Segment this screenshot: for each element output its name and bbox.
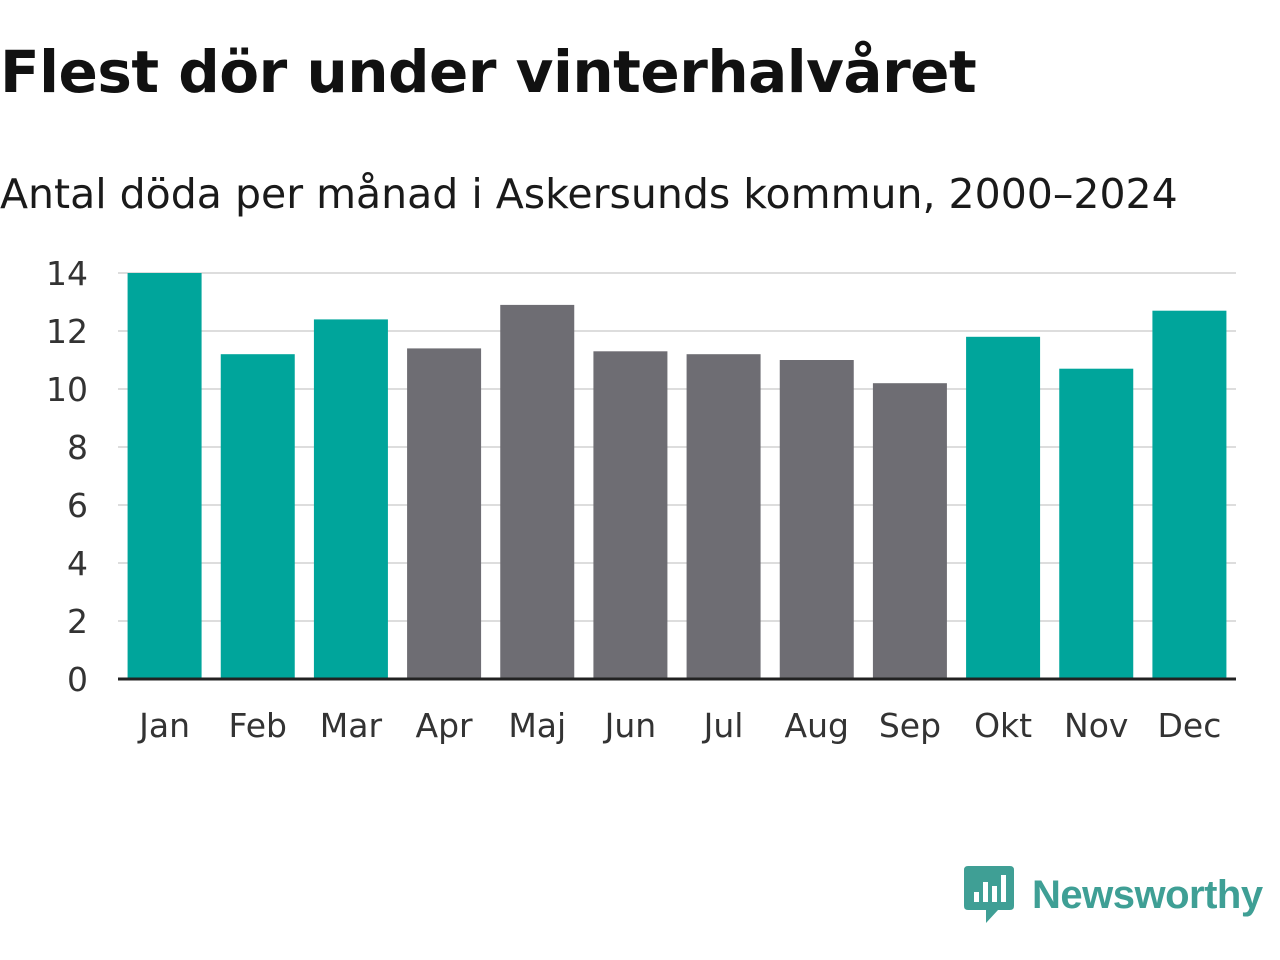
x-tick-label: Sep [879, 706, 941, 745]
bar-sep [872, 383, 947, 679]
x-tick-label: Jun [603, 706, 657, 745]
y-tick-label: 4 [67, 544, 88, 583]
x-tick-label: Maj [508, 706, 566, 745]
bar-feb [220, 354, 295, 679]
x-tick-label: Dec [1157, 706, 1221, 745]
y-tick-label: 10 [46, 370, 88, 409]
newsworthy-logo: Newsworthy [964, 866, 1263, 924]
brand-name: Newsworthy [1032, 872, 1263, 917]
y-tick-label: 12 [46, 312, 88, 351]
bar-jul [686, 354, 761, 679]
x-tick-label: Jul [702, 706, 744, 745]
bar-dec [1152, 310, 1227, 679]
x-tick-label: Aug [785, 706, 849, 745]
chart-title: Flest dör under vinterhalvåret [0, 38, 977, 106]
bar-jun [593, 351, 668, 679]
bar-mar [313, 319, 388, 679]
x-tick-label: Feb [229, 706, 287, 745]
newsworthy-chart-bubble-icon [964, 866, 1014, 923]
y-tick-label: 14 [46, 254, 88, 293]
bar-jan [127, 273, 202, 679]
y-tick-label: 8 [67, 428, 88, 467]
bar-okt [966, 336, 1041, 679]
bar-apr [407, 348, 482, 679]
y-tick-label: 0 [67, 660, 88, 699]
x-tick-label: Jan [137, 706, 190, 745]
bar-maj [500, 304, 575, 679]
x-tick-label: Mar [320, 706, 383, 745]
x-tick-label: Nov [1064, 706, 1128, 745]
y-tick-label: 6 [67, 486, 88, 525]
bar-chart: 0 2 4 6 8 10 12 14 Jan Feb Mar Apr Maj Jun Jul Aug Sep Ok… [46, 254, 1236, 745]
bar-aug [779, 360, 854, 679]
chart-subtitle: Antal döda per månad i Askersunds kommun… [0, 170, 1178, 218]
bar-nov [1059, 368, 1134, 679]
y-tick-label: 2 [67, 602, 88, 641]
x-tick-label: Okt [974, 706, 1032, 745]
x-tick-label: Apr [416, 706, 474, 745]
